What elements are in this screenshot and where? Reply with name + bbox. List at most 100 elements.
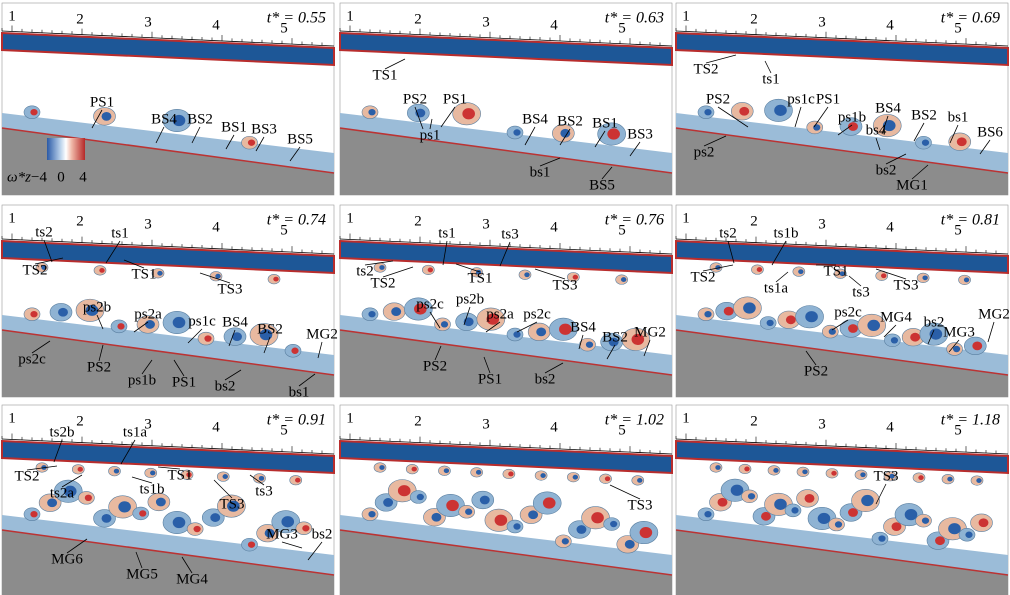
time-label: t* = 0.63 xyxy=(605,10,664,27)
vortex-core xyxy=(976,478,981,483)
annotation-label: ps2c xyxy=(834,304,862,320)
vortex-core xyxy=(757,267,762,272)
annotation-label: ps2b xyxy=(456,291,484,307)
annotation-label: TS1 xyxy=(131,266,156,282)
ruler-label: 2 xyxy=(750,213,758,229)
vortex-core xyxy=(223,474,228,479)
annotation-label: MG3 xyxy=(266,526,298,542)
vortex-core xyxy=(739,107,749,116)
vortex-core xyxy=(637,478,642,483)
vortex-core xyxy=(379,265,384,270)
time-label: t* = 0.81 xyxy=(941,212,1000,229)
vortex-core xyxy=(513,129,520,135)
ruler-label: 2 xyxy=(76,213,84,229)
vortex-core xyxy=(867,320,880,331)
ruler-label: 1 xyxy=(346,210,354,226)
annotation-label: TS3 xyxy=(552,277,577,293)
annotation-label: ps2 xyxy=(694,144,715,160)
annotation-label: BS1 xyxy=(592,115,618,131)
vortex-core xyxy=(157,271,162,276)
annotation-label: BS4 xyxy=(570,319,596,335)
annotation-label: PS1 xyxy=(443,91,467,107)
annotation-label: ts2b xyxy=(49,424,74,440)
vortex-core xyxy=(621,277,626,282)
annotation-label: ps2c xyxy=(523,306,551,322)
annotation-label: MG4 xyxy=(880,309,912,325)
annotation-label: TS2 xyxy=(14,468,39,484)
ruler-label: 4 xyxy=(886,419,894,435)
vortex-core xyxy=(476,470,481,475)
vortex-core xyxy=(383,498,393,507)
annotation-label: BS3 xyxy=(251,121,277,137)
annotation-label: ps2c xyxy=(416,296,444,312)
annotation-label: BS3 xyxy=(627,126,653,142)
annotation-label: ts1b xyxy=(773,225,798,241)
vortex-core xyxy=(513,523,520,529)
annotation-label: BS2 xyxy=(602,329,628,345)
vortex-core xyxy=(543,497,556,508)
vortex-core xyxy=(918,475,923,480)
vortex-core xyxy=(860,472,865,477)
annotation-label: ts1a xyxy=(123,424,148,440)
annotation-label: MG5 xyxy=(126,566,158,582)
vortex-core xyxy=(85,495,92,501)
ruler-label: 2 xyxy=(414,11,422,27)
vortex-core xyxy=(528,510,538,519)
annotation-label: BS4 xyxy=(522,111,548,127)
ruler-label: 4 xyxy=(212,419,220,435)
time-label: t* = 1.02 xyxy=(605,412,664,429)
colorbar-tick: 4 xyxy=(79,169,87,185)
vortex-core xyxy=(610,521,617,527)
vortex-core xyxy=(767,320,774,326)
vortex-core xyxy=(248,139,255,145)
ruler-label: 4 xyxy=(550,419,558,435)
vortex-core xyxy=(194,526,201,532)
vortex-core xyxy=(248,541,255,547)
vortex-core xyxy=(117,323,124,329)
annotation-label: bs2 xyxy=(924,314,945,330)
annotation-label: TS2 xyxy=(690,269,715,285)
annotation-label: bs2 xyxy=(215,378,236,394)
annotation-label: TS1 xyxy=(823,263,848,279)
vortex-core xyxy=(446,500,459,511)
vortex-core xyxy=(368,511,375,517)
vortex-core xyxy=(704,511,711,517)
panel: 12345t* = 1.02TS3 xyxy=(340,405,672,595)
time-label: t* = 0.55 xyxy=(267,10,326,27)
vortex-core xyxy=(715,465,720,470)
vortex-core xyxy=(591,512,604,523)
vortex-core xyxy=(540,473,545,478)
vortex-core xyxy=(428,268,433,273)
annotation-label: TS3 xyxy=(627,497,652,513)
vortex-core xyxy=(831,471,836,476)
vortex-core xyxy=(922,275,927,280)
annotation-label: TS2 xyxy=(693,61,718,77)
vortex-core xyxy=(953,346,960,352)
annotation-label: TS3 xyxy=(219,496,244,512)
ruler-label: 4 xyxy=(550,17,558,33)
vortex-core xyxy=(495,515,508,526)
vortex-core xyxy=(431,513,441,522)
annotation-label: ps1c xyxy=(188,313,216,329)
vortex-core xyxy=(774,105,787,116)
vortex-core xyxy=(791,507,798,513)
ruler-label: 1 xyxy=(682,410,690,426)
vortex-core xyxy=(922,139,929,145)
annotation-label: TS1 xyxy=(167,467,192,483)
vortex-core xyxy=(102,112,112,121)
annotation-label: PS1 xyxy=(478,371,502,387)
ruler-label: 2 xyxy=(76,11,84,27)
vortex-core xyxy=(30,109,37,115)
ruler-label: 2 xyxy=(750,11,758,27)
annotation-label: ts1b xyxy=(139,481,164,497)
vortex-core xyxy=(881,273,886,278)
vortex-core xyxy=(102,514,112,523)
annotation-label: TS1 xyxy=(467,270,492,286)
annotation-label: BS4 xyxy=(222,314,248,330)
annotation-label: ts3 xyxy=(852,284,870,300)
annotation-label: MG2 xyxy=(978,306,1010,322)
ruler-label: 3 xyxy=(482,416,490,432)
annotation-label: MG6 xyxy=(51,551,83,567)
ruler-label: 3 xyxy=(818,14,826,30)
ruler-label: 1 xyxy=(346,410,354,426)
